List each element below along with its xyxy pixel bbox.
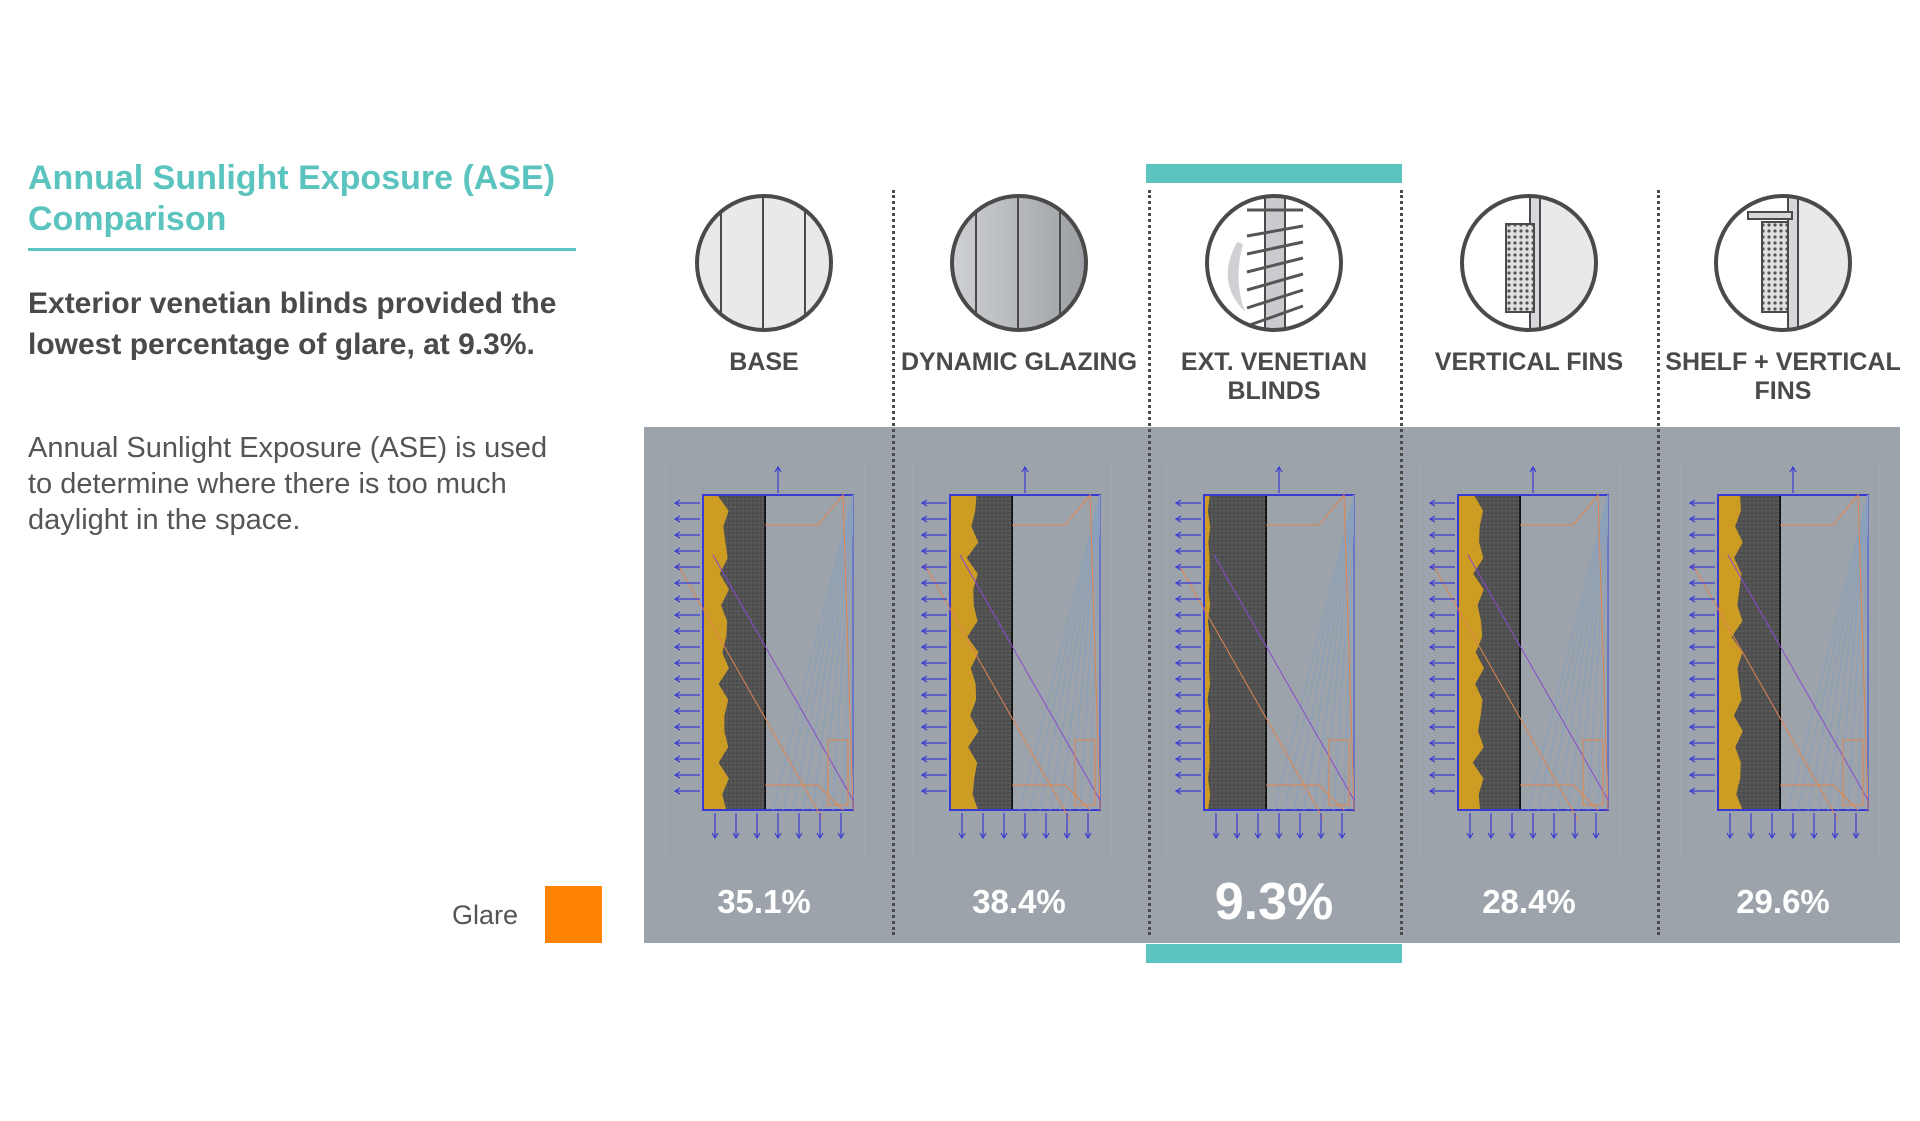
- dynamic-glazing-icon: [950, 194, 1088, 332]
- option-label: SHELF + VERTICAL FINS: [1665, 348, 1901, 405]
- base-window-icon: [695, 194, 833, 332]
- option-label: VERTICAL FINS: [1434, 348, 1624, 376]
- option-label: DYNAMIC GLAZING: [900, 348, 1138, 376]
- glare-value: 28.4%: [1482, 883, 1576, 920]
- option-label: BASE: [729, 348, 799, 376]
- floor-plan-ext-venetian-blinds: [1166, 460, 1366, 860]
- shelf-vertical-fins-icon: [1714, 194, 1852, 332]
- column-divider: [1400, 190, 1403, 935]
- floor-plan-base: [665, 460, 865, 860]
- column-divider: [892, 190, 895, 935]
- option-label: EXT. VENETIAN BLINDS: [1180, 348, 1368, 405]
- legend-label-glare: Glare: [452, 900, 519, 930]
- floor-plan-vertical-fins: [1420, 460, 1620, 860]
- ase-description: Annual Sunlight Exposure (ASE) is used t…: [28, 432, 548, 536]
- column-divider: [1657, 190, 1660, 935]
- highlight-bar-bottom: [1146, 944, 1402, 963]
- highlight-bar-top: [1146, 164, 1402, 183]
- glare-value: 29.6%: [1736, 883, 1830, 920]
- glare-value: 38.4%: [972, 883, 1066, 920]
- vertical-fins-icon: [1460, 194, 1598, 332]
- floor-plan-dynamic-glazing: [912, 460, 1112, 860]
- page-title: Annual Sunlight Exposure (ASE) Compariso…: [28, 158, 576, 251]
- floor-plan-shelf-vertical-fins: [1680, 460, 1880, 860]
- venetian-blinds-icon: [1205, 194, 1343, 332]
- legend-swatch-glare: [545, 886, 602, 943]
- glare-value: 9.3%: [1214, 873, 1334, 931]
- glare-value: 35.1%: [717, 883, 811, 920]
- key-finding: Exterior venetian blinds provided the lo…: [28, 287, 557, 361]
- column-divider: [1148, 190, 1151, 935]
